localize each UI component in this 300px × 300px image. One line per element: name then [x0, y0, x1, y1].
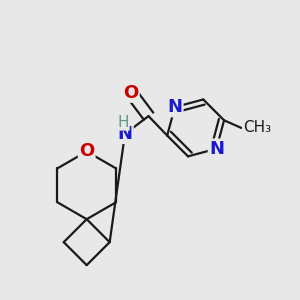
Text: O: O: [79, 142, 94, 160]
Text: N: N: [118, 125, 133, 143]
Text: CH₃: CH₃: [243, 120, 271, 135]
Text: N: N: [167, 98, 182, 116]
Text: O: O: [123, 84, 139, 102]
Text: H: H: [118, 115, 129, 130]
Text: N: N: [209, 140, 224, 158]
